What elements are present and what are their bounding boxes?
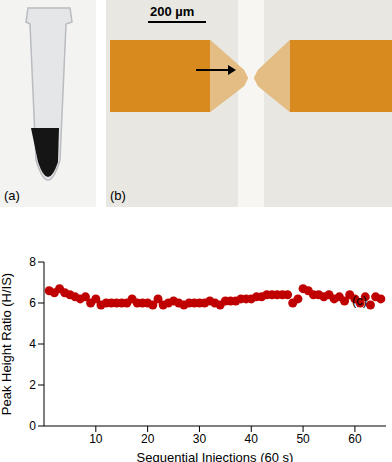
svg-text:30: 30 bbox=[193, 432, 207, 446]
svg-text:200 µm: 200 µm bbox=[150, 4, 194, 19]
svg-text:2: 2 bbox=[29, 378, 36, 392]
svg-text:20: 20 bbox=[141, 432, 155, 446]
svg-text:8: 8 bbox=[29, 255, 36, 269]
html-text:(c): (c) bbox=[352, 293, 368, 308]
svg-text:4: 4 bbox=[29, 337, 36, 351]
svg-text:10: 10 bbox=[89, 432, 103, 446]
svg-text:50: 50 bbox=[296, 432, 310, 446]
svg-text:6: 6 bbox=[29, 296, 36, 310]
svg-text:40: 40 bbox=[245, 432, 259, 446]
svg-text:Sequential Injections (60 s): Sequential Injections (60 s) bbox=[137, 450, 294, 462]
svg-text:0: 0 bbox=[29, 419, 36, 433]
svg-text:Peak Height Ratio (H/IS): Peak Height Ratio (H/IS) bbox=[0, 273, 14, 415]
svg-text:60: 60 bbox=[348, 432, 362, 446]
svg-text:(b): (b) bbox=[110, 188, 126, 203]
svg-text:(a): (a) bbox=[4, 188, 20, 203]
